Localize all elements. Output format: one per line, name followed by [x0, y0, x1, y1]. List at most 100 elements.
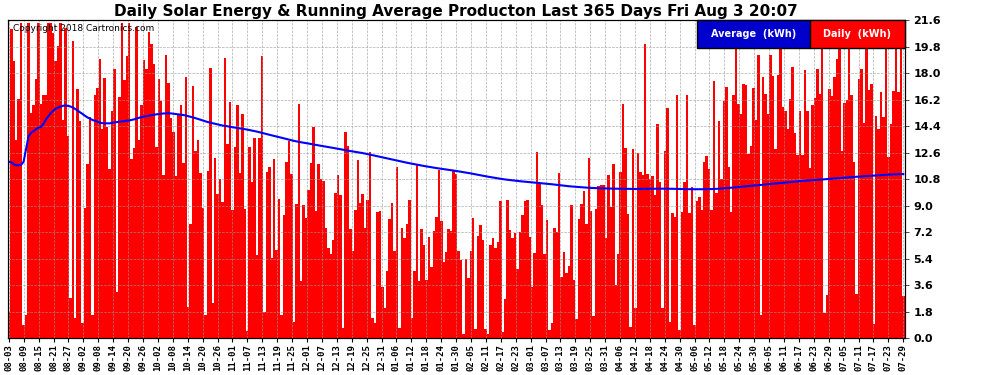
Bar [239, 173, 241, 338]
Bar [555, 232, 558, 338]
Bar [698, 196, 701, 338]
Bar [716, 194, 718, 338]
Bar [772, 76, 774, 338]
Bar [826, 296, 829, 338]
Bar [162, 175, 165, 338]
Bar [263, 312, 265, 338]
Bar [265, 172, 268, 338]
Bar [172, 132, 174, 338]
Bar [541, 205, 544, 338]
Bar [853, 162, 855, 338]
Bar [720, 180, 723, 338]
Bar [848, 38, 850, 338]
Bar [892, 92, 895, 338]
Bar [580, 204, 582, 338]
Bar [116, 292, 118, 338]
Bar [219, 179, 222, 338]
Bar [560, 277, 563, 338]
Bar [214, 158, 217, 338]
Bar [443, 262, 445, 338]
Bar [536, 152, 539, 338]
Bar [796, 155, 799, 338]
Bar [521, 215, 524, 338]
Bar [388, 219, 391, 338]
Text: Average  (kWh): Average (kWh) [711, 29, 796, 39]
Bar [157, 79, 160, 338]
Bar [10, 29, 13, 338]
Bar [150, 44, 152, 338]
Bar [834, 77, 836, 338]
Bar [423, 245, 426, 338]
Bar [890, 124, 892, 338]
Bar [111, 111, 113, 338]
Bar [769, 55, 772, 338]
Bar [787, 129, 789, 338]
Bar [403, 238, 406, 338]
Bar [141, 105, 143, 338]
Bar [391, 202, 393, 338]
Bar [89, 117, 91, 338]
Bar [28, 23, 30, 338]
Bar [784, 111, 787, 338]
Bar [857, 79, 860, 338]
Bar [187, 307, 189, 338]
Bar [855, 294, 857, 338]
Bar [438, 170, 441, 338]
Bar [607, 175, 610, 338]
Bar [484, 329, 487, 338]
Bar [51, 33, 54, 338]
Bar [101, 129, 103, 338]
Bar [177, 115, 179, 338]
Bar [250, 182, 253, 338]
Bar [413, 272, 416, 338]
Bar [123, 80, 126, 338]
Bar [37, 23, 40, 338]
Bar [84, 208, 86, 338]
Bar [622, 104, 625, 338]
Bar [126, 56, 128, 338]
Bar [799, 111, 801, 338]
Bar [148, 32, 150, 338]
Bar [725, 87, 728, 338]
Bar [56, 45, 59, 338]
Bar [592, 316, 595, 338]
Bar [232, 210, 234, 338]
Bar [337, 175, 340, 338]
Bar [558, 173, 560, 338]
Bar [568, 266, 570, 338]
Bar [738, 104, 740, 338]
Bar [449, 231, 452, 338]
Bar [96, 88, 99, 338]
Bar [278, 199, 280, 338]
Bar [620, 172, 622, 338]
Bar [184, 76, 187, 338]
Bar [718, 121, 720, 338]
Bar [649, 179, 651, 338]
Bar [155, 147, 157, 338]
Bar [54, 61, 56, 338]
Bar [229, 102, 232, 338]
Bar [462, 334, 464, 338]
Bar [632, 148, 635, 338]
Bar [248, 147, 250, 338]
Bar [179, 105, 182, 338]
Bar [69, 298, 71, 338]
Bar [411, 318, 413, 338]
Bar [885, 23, 887, 338]
Bar [612, 164, 615, 338]
Bar [882, 117, 885, 338]
Bar [106, 128, 108, 338]
Bar [298, 104, 300, 338]
Bar [81, 323, 84, 338]
Bar [428, 237, 431, 338]
Bar [40, 104, 42, 338]
Bar [42, 95, 45, 338]
Bar [386, 271, 388, 338]
Bar [804, 70, 806, 338]
Bar [839, 23, 841, 338]
Bar [526, 200, 529, 338]
Bar [431, 267, 433, 338]
Bar [681, 212, 683, 338]
Bar [565, 273, 568, 338]
Bar [133, 148, 136, 338]
